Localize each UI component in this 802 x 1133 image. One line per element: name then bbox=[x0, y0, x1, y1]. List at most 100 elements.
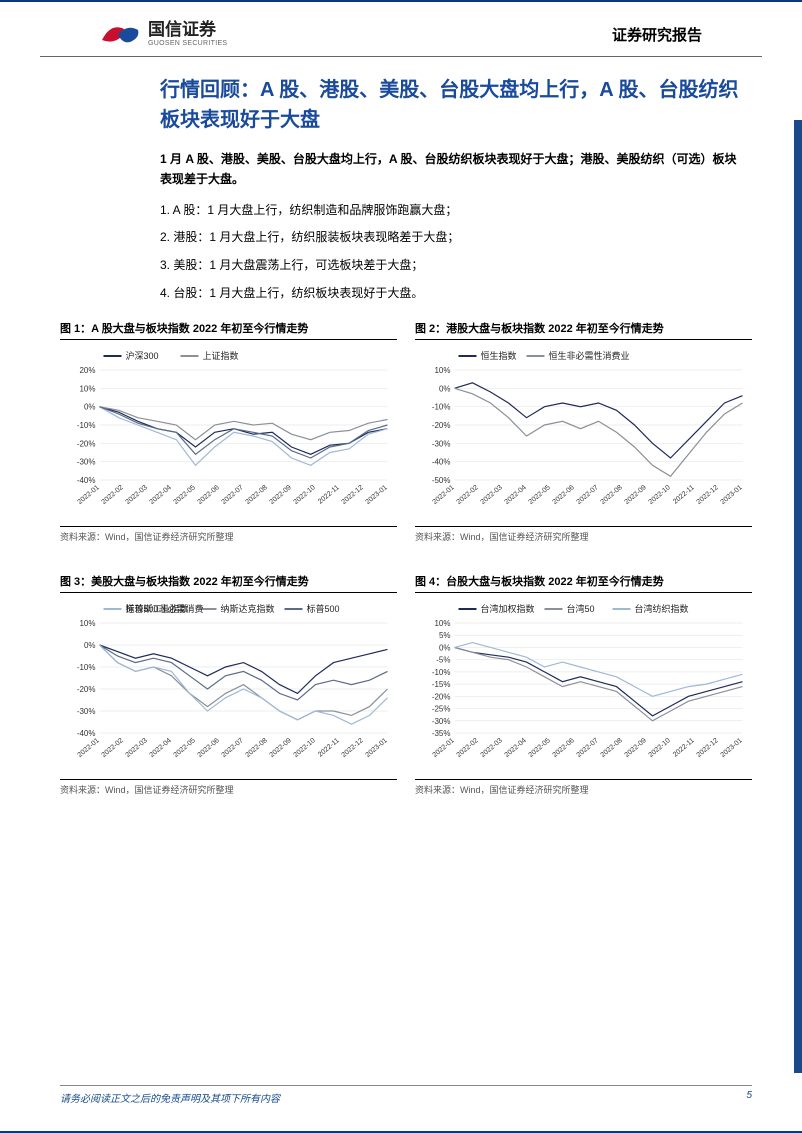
chart2-source: 资料来源：Wind，国信证券经济研究所整理 bbox=[415, 526, 752, 543]
bullet-item: 1. A 股：1 月大盘上行，纺织制造和品牌服饰跑赢大盘； bbox=[160, 200, 742, 222]
chart1-cell: 图 1：A 股大盘与板块指数 2022 年初至今行情走势 -40% -30% -20%… bbox=[60, 320, 397, 543]
svg-text:2022-06: 2022-06 bbox=[552, 737, 576, 759]
svg-text:2022-01: 2022-01 bbox=[77, 484, 101, 506]
svg-text:2022-04: 2022-04 bbox=[504, 737, 528, 759]
section-summary: 1 月 A 股、港股、美股、台股大盘均上行，A 股、台股纺织板块表现好于大盘；港… bbox=[160, 149, 742, 190]
chart1-title: 图 1：A 股大盘与板块指数 2022 年初至今行情走势 bbox=[60, 320, 397, 340]
svg-text:2022-11: 2022-11 bbox=[317, 484, 341, 506]
svg-text:-50%: -50% bbox=[432, 476, 451, 485]
section-title: 行情回顾：A 股、港股、美股、台股大盘均上行，A 股、台股纺织板块表现好于大盘 bbox=[160, 75, 742, 135]
svg-text:2022-09: 2022-09 bbox=[624, 484, 648, 506]
svg-text:-40%: -40% bbox=[432, 458, 451, 467]
svg-text:-10%: -10% bbox=[77, 663, 96, 672]
svg-text:2022-10: 2022-10 bbox=[293, 737, 317, 759]
bullet-item: 4. 台股：1 月大盘上行，纺织板块表现好于大盘。 bbox=[160, 283, 742, 305]
logo-cn-text: 国信证券 bbox=[148, 21, 227, 40]
svg-text:-5%: -5% bbox=[436, 656, 450, 665]
svg-text:0%: 0% bbox=[84, 403, 96, 412]
svg-text:2023-01: 2023-01 bbox=[365, 737, 389, 759]
svg-text:2022-07: 2022-07 bbox=[221, 484, 245, 506]
chart1-svg: -40%-30%-20%-10%0%10%20%2022-012022-0220… bbox=[60, 344, 397, 524]
svg-text:2022-08: 2022-08 bbox=[600, 484, 624, 506]
svg-text:-10%: -10% bbox=[77, 421, 96, 430]
svg-text:2022-11: 2022-11 bbox=[317, 737, 341, 759]
svg-text:2022-06: 2022-06 bbox=[197, 484, 221, 506]
svg-text:-20%: -20% bbox=[77, 685, 96, 694]
guosen-logo-icon bbox=[100, 20, 140, 48]
svg-text:2022-03: 2022-03 bbox=[125, 484, 149, 506]
svg-text:-30%: -30% bbox=[432, 717, 451, 726]
svg-text:0%: 0% bbox=[439, 644, 451, 653]
svg-text:台湾纺织指数: 台湾纺织指数 bbox=[635, 603, 689, 614]
svg-text:2022-04: 2022-04 bbox=[149, 737, 173, 759]
svg-text:2022-05: 2022-05 bbox=[173, 484, 197, 506]
page-header: 国信证券 GUOSEN SECURITIES 证券研究报告 bbox=[40, 0, 762, 57]
svg-text:2022-12: 2022-12 bbox=[696, 737, 720, 759]
svg-text:0%: 0% bbox=[84, 641, 96, 650]
svg-text:-20%: -20% bbox=[77, 439, 96, 448]
footer-disclaimer: 请务必阅读正文之后的免责声明及其项下所有内容 bbox=[60, 1090, 280, 1105]
svg-text:10%: 10% bbox=[79, 384, 95, 393]
svg-text:2023-01: 2023-01 bbox=[720, 484, 744, 506]
chart3-svg: -40%-30%-20%-10%0%10%2022-012022-022022-… bbox=[60, 597, 397, 777]
svg-text:2022-04: 2022-04 bbox=[149, 484, 173, 506]
svg-text:2022-02: 2022-02 bbox=[101, 737, 125, 759]
svg-text:上证指数: 上证指数 bbox=[203, 350, 239, 361]
svg-text:2022-12: 2022-12 bbox=[341, 737, 365, 759]
svg-text:标普500非必需消费: 标普500非必需消费 bbox=[126, 603, 204, 614]
svg-text:2022-08: 2022-08 bbox=[245, 737, 269, 759]
bullet-item: 2. 港股：1 月大盘上行，纺织服装板块表现略差于大盘； bbox=[160, 227, 742, 249]
chart3-title: 图 3：美股大盘与板块指数 2022 年初至今行情走势 bbox=[60, 573, 397, 593]
svg-text:台湾加权指数: 台湾加权指数 bbox=[481, 603, 535, 614]
svg-text:2022-05: 2022-05 bbox=[528, 484, 552, 506]
chart4-source: 资料来源：Wind，国信证券经济研究所整理 bbox=[415, 779, 752, 796]
svg-text:2022-09: 2022-09 bbox=[269, 737, 293, 759]
svg-text:-25%: -25% bbox=[432, 705, 451, 714]
svg-text:2023-01: 2023-01 bbox=[720, 737, 744, 759]
chart2-title: 图 2：港股大盘与板块指数 2022 年初至今行情走势 bbox=[415, 320, 752, 340]
chart1-source: 资料来源：Wind，国信证券经济研究所整理 bbox=[60, 526, 397, 543]
svg-text:2022-09: 2022-09 bbox=[269, 484, 293, 506]
svg-text:-40%: -40% bbox=[77, 476, 96, 485]
svg-text:2022-07: 2022-07 bbox=[221, 737, 245, 759]
svg-text:0%: 0% bbox=[439, 384, 451, 393]
svg-text:2022-01: 2022-01 bbox=[77, 737, 101, 759]
svg-text:2022-05: 2022-05 bbox=[173, 737, 197, 759]
svg-text:恒生非必需性消费业: 恒生非必需性消费业 bbox=[549, 350, 630, 361]
side-stripe bbox=[794, 120, 802, 1073]
svg-text:2022-08: 2022-08 bbox=[600, 737, 624, 759]
bullet-list: 1. A 股：1 月大盘上行，纺织制造和品牌服饰跑赢大盘； 2. 港股：1 月大盘… bbox=[160, 200, 742, 304]
svg-text:-40%: -40% bbox=[77, 729, 96, 738]
page-footer: 请务必阅读正文之后的免责声明及其项下所有内容 5 bbox=[60, 1085, 752, 1105]
chart3-source: 资料来源：Wind，国信证券经济研究所整理 bbox=[60, 779, 397, 796]
svg-text:2022-10: 2022-10 bbox=[648, 484, 672, 506]
svg-text:-30%: -30% bbox=[77, 458, 96, 467]
svg-text:2022-10: 2022-10 bbox=[648, 737, 672, 759]
chart4-svg: -35%-30%-25%-20%-15%-10%-5%0%5%10%2022-0… bbox=[415, 597, 752, 777]
footer-page-number: 5 bbox=[746, 1090, 752, 1105]
svg-text:2022-06: 2022-06 bbox=[197, 737, 221, 759]
svg-text:10%: 10% bbox=[434, 366, 450, 375]
svg-text:10%: 10% bbox=[79, 619, 95, 628]
svg-text:2022-02: 2022-02 bbox=[101, 484, 125, 506]
svg-text:2022-12: 2022-12 bbox=[341, 484, 365, 506]
charts-grid: 图 1：A 股大盘与板块指数 2022 年初至今行情走势 -40% -30% -20%… bbox=[0, 310, 802, 796]
svg-text:2022-11: 2022-11 bbox=[672, 737, 696, 759]
svg-text:-10%: -10% bbox=[432, 403, 451, 412]
svg-text:-20%: -20% bbox=[432, 421, 451, 430]
svg-text:2022-01: 2022-01 bbox=[432, 737, 456, 759]
content-body: 行情回顾：A 股、港股、美股、台股大盘均上行，A 股、台股纺织板块表现好于大盘 … bbox=[0, 57, 802, 304]
svg-text:2022-06: 2022-06 bbox=[552, 484, 576, 506]
logo: 国信证券 GUOSEN SECURITIES bbox=[100, 20, 227, 48]
logo-en-text: GUOSEN SECURITIES bbox=[148, 40, 227, 48]
svg-text:-10%: -10% bbox=[432, 668, 451, 677]
report-type: 证券研究报告 bbox=[612, 24, 702, 45]
chart4-title: 图 4：台股大盘与板块指数 2022 年初至今行情走势 bbox=[415, 573, 752, 593]
svg-text:2023-01: 2023-01 bbox=[365, 484, 389, 506]
svg-text:-15%: -15% bbox=[432, 680, 451, 689]
svg-text:-35%: -35% bbox=[432, 729, 451, 738]
svg-text:-30%: -30% bbox=[432, 439, 451, 448]
svg-text:2022-07: 2022-07 bbox=[576, 737, 600, 759]
svg-text:5%: 5% bbox=[439, 631, 451, 640]
svg-text:恒生指数: 恒生指数 bbox=[481, 350, 517, 361]
